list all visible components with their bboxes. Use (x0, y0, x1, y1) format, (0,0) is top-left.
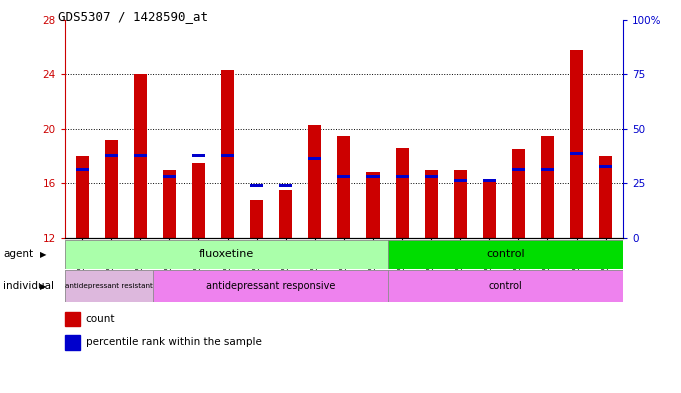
Bar (308, 157, 321, 160)
Bar (396, 175, 409, 178)
Text: individual: individual (3, 281, 54, 291)
Bar (279, 190, 292, 238)
Text: control: control (489, 281, 522, 291)
Bar (279, 184, 292, 187)
Bar (454, 179, 466, 182)
Text: GDS5307 / 1428590_at: GDS5307 / 1428590_at (58, 10, 208, 23)
Bar (250, 184, 263, 187)
Bar (105, 140, 118, 238)
Text: ▶: ▶ (39, 250, 46, 259)
Bar (105, 154, 118, 158)
Bar (483, 179, 496, 182)
Text: antidepressant resistant: antidepressant resistant (65, 283, 153, 289)
Bar (337, 175, 351, 178)
Bar (541, 168, 554, 171)
Bar (337, 136, 351, 238)
Bar (65, 240, 388, 269)
Text: fluoxetine: fluoxetine (199, 250, 254, 259)
Bar (221, 154, 234, 158)
Bar (483, 182, 496, 238)
Bar (425, 175, 438, 178)
Bar (366, 175, 379, 178)
Bar (163, 170, 176, 238)
Bar (65, 312, 80, 326)
Bar (366, 172, 379, 238)
Bar (163, 175, 176, 178)
Bar (192, 154, 205, 158)
Bar (65, 270, 153, 302)
Bar (388, 270, 623, 302)
Bar (599, 165, 612, 168)
Bar (133, 154, 147, 158)
Text: ▶: ▶ (39, 282, 46, 290)
Bar (133, 74, 147, 238)
Bar (76, 156, 89, 238)
Bar (570, 152, 583, 155)
Bar (425, 170, 438, 238)
Bar (153, 270, 388, 302)
Bar (250, 200, 263, 238)
Bar (396, 148, 409, 238)
Bar (65, 335, 80, 349)
Bar (76, 168, 89, 171)
Bar (221, 70, 234, 238)
Bar (388, 240, 623, 269)
Bar (599, 156, 612, 238)
Bar (454, 170, 466, 238)
Text: control: control (486, 250, 525, 259)
Bar (192, 163, 205, 238)
Text: agent: agent (3, 250, 33, 259)
Bar (512, 168, 525, 171)
Text: antidepressant responsive: antidepressant responsive (206, 281, 335, 291)
Text: percentile rank within the sample: percentile rank within the sample (86, 338, 262, 347)
Bar (541, 136, 554, 238)
Bar (308, 125, 321, 238)
Bar (512, 149, 525, 238)
Bar (570, 50, 583, 238)
Text: count: count (86, 314, 115, 324)
